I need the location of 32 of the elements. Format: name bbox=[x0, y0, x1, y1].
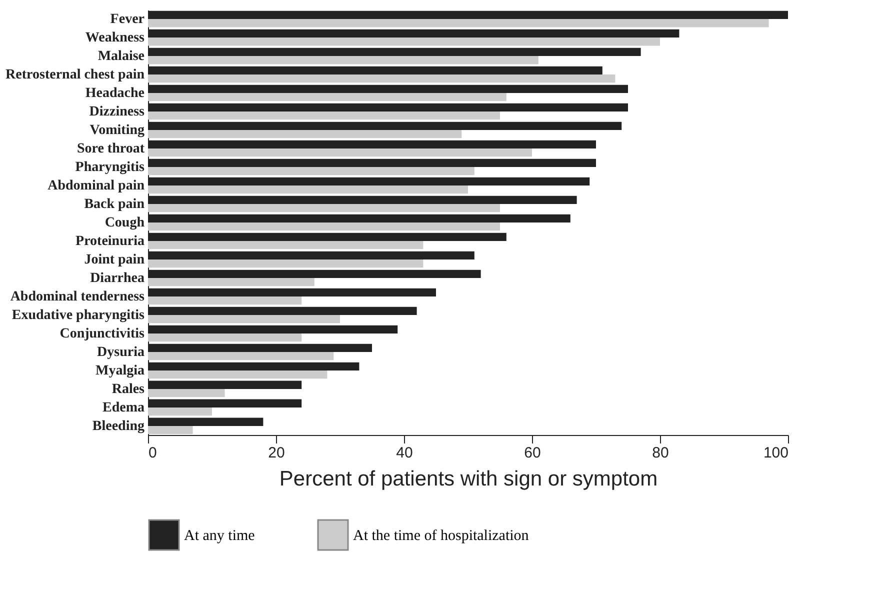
y-tick-label: Conjunctivitis bbox=[60, 326, 146, 342]
x-tick-label: 20 bbox=[268, 444, 285, 462]
y-tick-label: Exudative pharyngitis bbox=[12, 308, 146, 323]
y-tick-label: Cough bbox=[104, 216, 145, 230]
legend-label: At the time of hospitalization bbox=[353, 528, 530, 544]
y-tick-label: Abdominal tenderness bbox=[10, 289, 146, 304]
y-tick-label: Vomiting bbox=[90, 123, 144, 138]
y-tick-label: Malaise bbox=[98, 49, 144, 64]
y-tick-label: Edema bbox=[102, 400, 144, 416]
x-tick-label: 0 bbox=[148, 444, 157, 462]
y-tick-label: Rales bbox=[112, 382, 146, 397]
x-tick-label: 80 bbox=[652, 444, 669, 462]
y-tick-label: Sore throat bbox=[76, 142, 145, 157]
y-tick-label: Weakness bbox=[85, 30, 146, 46]
y-tick-label: Pharyngitis bbox=[75, 160, 146, 176]
y-tick-label: Fever bbox=[110, 12, 144, 28]
y-tick-label: Joint pain bbox=[84, 252, 145, 268]
y-tick-label: Bleeding bbox=[92, 418, 144, 434]
legend-label: At any time bbox=[184, 528, 256, 544]
x-tick-label: 100 bbox=[763, 444, 788, 462]
y-tick-label: Back pain bbox=[84, 197, 145, 212]
y-tick-label: Abdominal pain bbox=[48, 178, 145, 194]
y-tick-label: Proteinuria bbox=[76, 234, 144, 249]
y-tick-label: Diarrhea bbox=[90, 270, 144, 286]
y-tick-label: Headache bbox=[85, 86, 144, 102]
x-axis-title: Percent of patients with sign or symptom bbox=[279, 468, 658, 490]
x-tick-label: 60 bbox=[524, 444, 541, 462]
y-tick-label: Dysuria bbox=[97, 344, 144, 360]
x-tick-label: 40 bbox=[396, 444, 413, 462]
y-tick-label: Retrosternal chest pain bbox=[6, 68, 145, 83]
y-tick-label: Dizziness bbox=[89, 104, 146, 120]
y-tick-label: Myalgia bbox=[96, 363, 144, 378]
